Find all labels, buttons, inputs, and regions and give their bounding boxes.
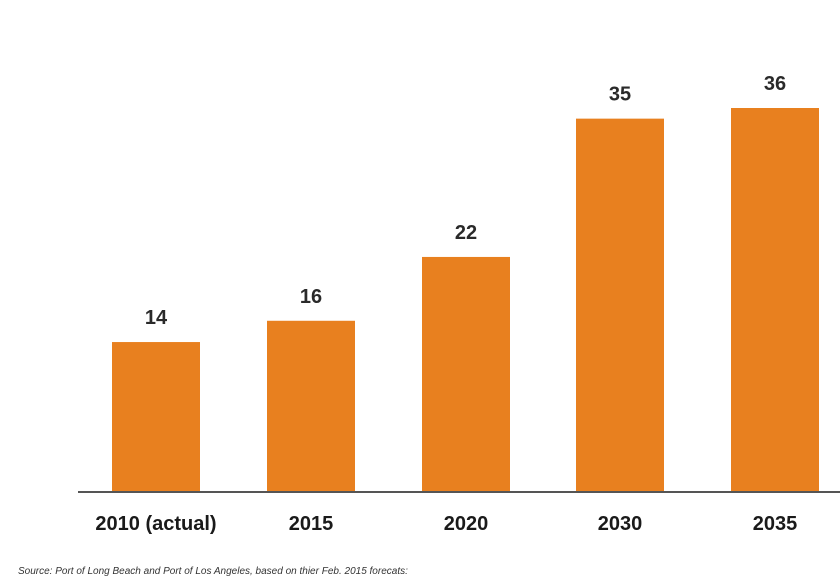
x-tick-label-3: 2030 xyxy=(598,513,643,535)
x-tick-label-1: 2015 xyxy=(289,513,334,535)
x-tick-label-4: 2035 xyxy=(753,513,798,535)
bar-value-label-4: 36 xyxy=(764,73,786,95)
bar-value-label-1: 16 xyxy=(300,286,322,308)
bar-2 xyxy=(422,256,510,491)
x-tick-label-0: 2010 (actual) xyxy=(95,513,216,535)
bar-3 xyxy=(576,118,664,491)
bar-0 xyxy=(112,342,200,491)
bar-4 xyxy=(731,108,819,491)
bar-value-label-3: 35 xyxy=(609,84,631,106)
bar-value-label-2: 22 xyxy=(455,222,477,244)
x-tick-label-2: 2020 xyxy=(444,513,489,535)
bars-group xyxy=(112,108,819,491)
bar-1 xyxy=(267,320,355,491)
bar-value-label-0: 14 xyxy=(145,307,168,329)
source-note: Source: Port of Long Beach and Port of L… xyxy=(18,566,408,577)
value-labels-group: 14 16 22 35 36 xyxy=(145,73,786,329)
tick-labels-group: 2010 (actual) 2015 2020 2030 2035 xyxy=(95,513,797,535)
